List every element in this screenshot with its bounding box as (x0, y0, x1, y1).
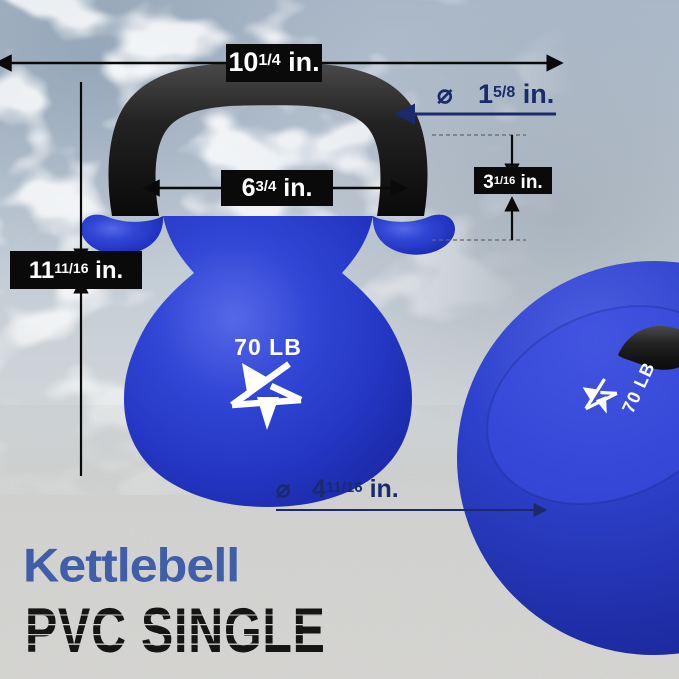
svg-text:63/4 in.: 63/4 in. (242, 174, 313, 202)
svg-text:⌀: ⌀ (276, 476, 291, 503)
svg-text:⌀: ⌀ (437, 79, 453, 109)
svg-text:70 LB: 70 LB (234, 334, 302, 360)
svg-text:15/8 in.: 15/8 in. (478, 79, 554, 109)
